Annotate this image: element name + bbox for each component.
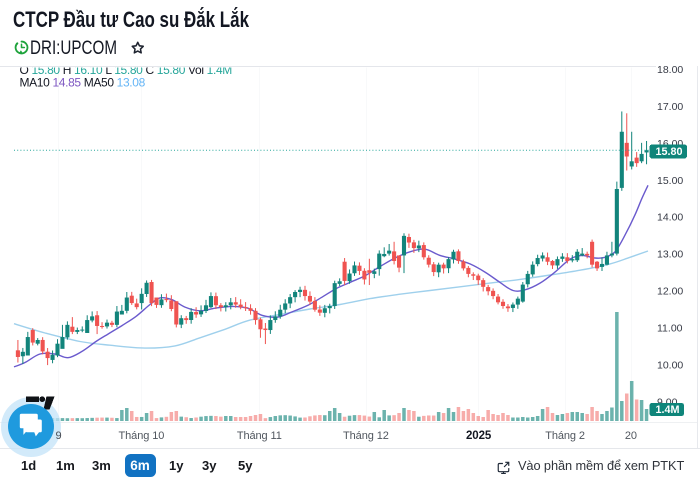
svg-text:MA10 14.85 MA50 13.08: MA10 14.85 MA50 13.08	[20, 76, 146, 90]
svg-text:9: 9	[55, 430, 61, 440]
svg-text:Tháng 10: Tháng 10	[119, 430, 165, 442]
svg-text:17.00: 17.00	[657, 101, 683, 113]
svg-text:10.00: 10.00	[657, 359, 683, 371]
svg-text:20: 20	[625, 430, 637, 442]
svg-text:13.00: 13.00	[657, 249, 683, 261]
svg-text:2025: 2025	[466, 430, 492, 442]
svg-text:1.4M: 1.4M	[656, 404, 680, 416]
svg-text:Tháng 12: Tháng 12	[343, 430, 389, 442]
svg-text:18.00: 18.00	[657, 64, 683, 76]
svg-text:15.80: 15.80	[656, 146, 683, 158]
svg-text:Tháng 11: Tháng 11	[237, 430, 282, 442]
svg-text:14.00: 14.00	[657, 212, 683, 224]
svg-text:11.00: 11.00	[657, 322, 683, 334]
svg-text:12.00: 12.00	[657, 286, 683, 298]
svg-text:Tháng 2: Tháng 2	[545, 430, 585, 442]
svg-text:15.00: 15.00	[657, 175, 683, 187]
